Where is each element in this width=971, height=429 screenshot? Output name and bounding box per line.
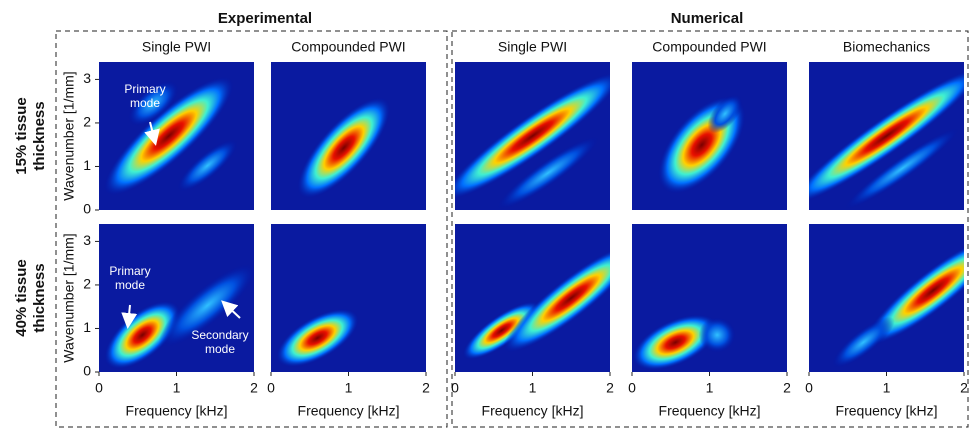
y-tick-label: 1 [83,157,91,173]
heatmap-blob [103,76,235,196]
x-tick-label: 0 [805,380,813,396]
group-box [55,30,448,428]
annotation: mode [205,342,235,356]
x-axis-label: Frequency [kHz] [482,403,584,419]
heatmap [809,224,964,372]
x-tick-label: 1 [173,380,181,396]
x-tick-label: 1 [529,380,537,396]
heatmap-blob [275,308,360,368]
heatmap-blob [104,300,181,370]
x-tick-label: 2 [783,380,791,396]
heatmap-blob [127,80,179,127]
group-title: Numerical [671,10,744,27]
column-title: Single PWI [142,39,211,55]
x-tick-label: 0 [267,380,275,396]
y-tick-label: 2 [83,114,91,130]
row-label: 40% tissue [13,259,30,337]
row-label: thickness [31,263,48,332]
annotation-arrow [144,121,160,146]
column-title: Compounded PWI [652,39,766,55]
heatmap [455,224,610,372]
x-tick-label: 2 [422,380,430,396]
x-axis-label: Frequency [kHz] [126,403,228,419]
x-tick-label: 0 [95,380,103,396]
row-label: thickness [31,101,48,170]
heatmap-blob [707,94,743,134]
y-tick-label: 3 [83,70,91,86]
heatmap [632,62,787,210]
heatmap [271,224,426,372]
heatmap-blob [158,263,254,348]
x-tick-label: 2 [960,380,968,396]
annotation: Primary [124,82,165,96]
heatmap [99,224,254,372]
heatmap [632,224,787,372]
y-tick-label: 0 [83,363,91,379]
x-axis-label: Frequency [kHz] [836,403,938,419]
heatmap [455,62,610,210]
x-tick-label: 1 [345,380,353,396]
x-tick-label: 1 [706,380,714,396]
heatmap-blob [831,316,895,369]
heatmap-blob [809,67,964,205]
y-tick-label: 0 [83,201,91,217]
heatmap [99,62,254,210]
heatmap-blob [296,96,391,199]
y-axis-label: Wavenumber [1/mm] [61,71,77,200]
y-axis-label: Wavenumber [1/mm] [61,233,77,362]
column-title: Single PWI [498,39,567,55]
x-tick-label: 0 [628,380,636,396]
row-label: 15% tissue [13,97,30,175]
x-axis-label: Frequency [kHz] [659,403,761,419]
group-title: Experimental [218,10,312,27]
column-title: Compounded PWI [291,39,405,55]
heatmap-blob [496,136,600,210]
x-tick-label: 1 [883,380,891,396]
heatmap-blob [844,127,960,210]
y-tick-label: 1 [83,319,91,335]
heatmap-blob [462,301,541,360]
heatmap-blob [176,139,239,193]
heatmap-blob [698,317,736,353]
annotation: Primary [109,264,150,278]
heatmap-blob [503,243,610,353]
annotation-arrow [121,304,138,329]
heatmap [271,62,426,210]
column-title: Biomechanics [843,39,930,55]
annotation: mode [115,278,145,292]
heatmap-blob [455,71,610,201]
heatmap-blob [864,235,964,346]
heatmap-blob [632,314,719,371]
annotation: mode [130,96,160,110]
y-tick-label: 3 [83,232,91,248]
y-tick-label: 2 [83,276,91,292]
x-tick-label: 0 [451,380,459,396]
annotation-arrow [221,300,241,319]
annotation: Secondary [191,328,248,342]
x-axis-label: Frequency [kHz] [298,403,400,419]
group-box [451,30,969,428]
x-tick-label: 2 [606,380,614,396]
x-tick-label: 2 [250,380,258,396]
heatmap [809,62,964,210]
